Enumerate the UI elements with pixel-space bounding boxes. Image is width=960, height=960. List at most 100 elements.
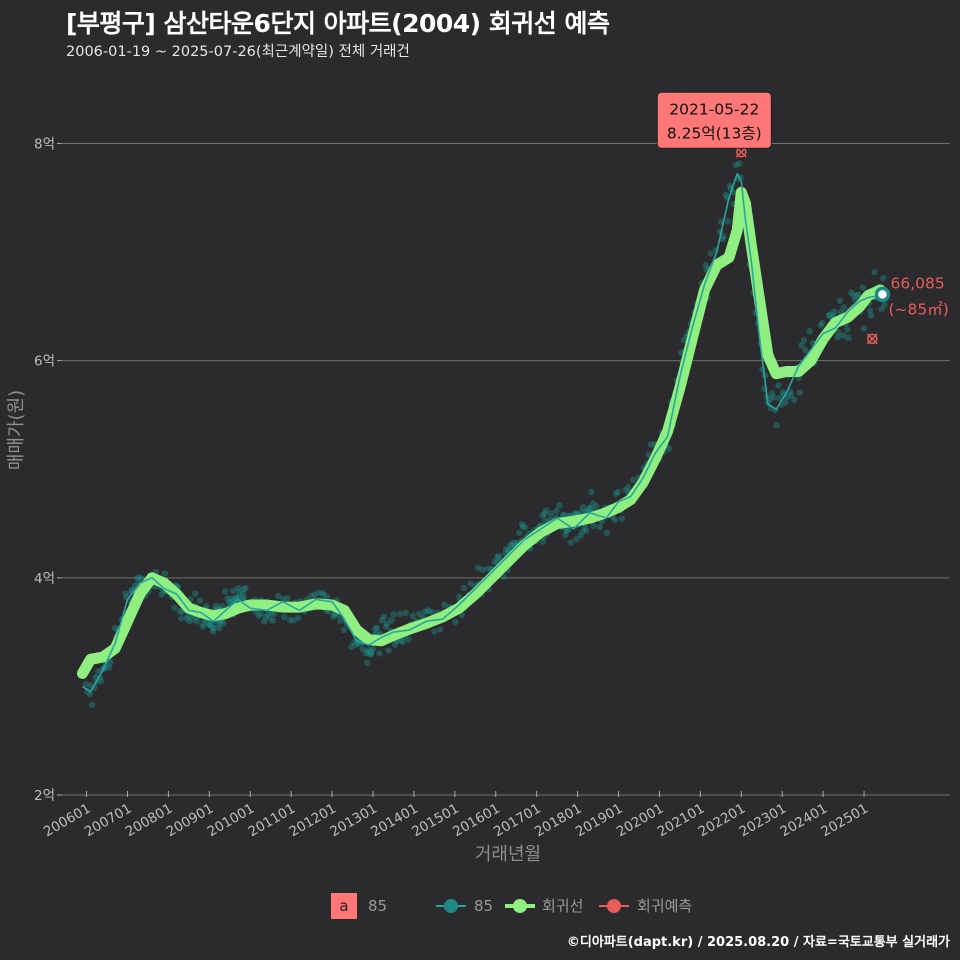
scatter-point [105, 664, 113, 671]
scatter-point [424, 607, 431, 614]
scatter-point [614, 488, 622, 496]
scatter-point [562, 531, 569, 539]
forecast-cross [735, 146, 747, 158]
price-line-85-layer [82, 173, 881, 693]
y-tick-label: 4억 [34, 571, 55, 587]
scatter-point [647, 441, 655, 448]
scatter-point [232, 594, 239, 601]
scatter-point [507, 542, 514, 549]
scatter-point [158, 591, 165, 598]
scatter-point [775, 382, 782, 389]
scatter-point [508, 540, 516, 548]
last-point-value: 66,085 [890, 274, 944, 292]
scatter-point [584, 506, 592, 513]
scatter-point [817, 322, 825, 329]
scatter-point [521, 524, 529, 531]
scatter-point [230, 587, 237, 595]
highlight-callout: 2021-05-22 8.25억(13층) [656, 91, 772, 149]
scatter-point [371, 625, 379, 633]
scatter-point [405, 636, 412, 643]
scatter-point [365, 646, 373, 654]
scatter-point [770, 394, 777, 401]
scatter-point [467, 580, 474, 587]
scatter-point [588, 488, 595, 496]
scatter-point [495, 553, 503, 560]
scatter-point [281, 613, 288, 621]
scatter-point [796, 389, 803, 396]
scatter-point [399, 638, 406, 646]
scatter-point [270, 610, 278, 618]
scatter-point [767, 395, 774, 403]
scatter-point [539, 538, 547, 545]
scatter-point [340, 626, 348, 634]
legend-box-letter: a [339, 897, 348, 915]
scatter-point [82, 680, 90, 688]
scatter-point [261, 618, 268, 625]
scatter-point [186, 617, 193, 625]
scatter-point [573, 536, 580, 543]
scatter-point [107, 659, 114, 666]
scatter-point [834, 334, 841, 341]
last-point-marker [874, 286, 891, 303]
scatter-point [402, 609, 410, 617]
scatter-point [415, 610, 423, 618]
scatter-point [366, 651, 374, 658]
scatter-point [474, 564, 482, 571]
scatter-point [216, 624, 223, 632]
scatter-point [868, 312, 875, 319]
x-axis-ticks: 2006012007012008012009012010012011012012… [41, 791, 871, 840]
scatter-point [612, 490, 620, 498]
scatter-point [207, 621, 215, 628]
scatter-point [385, 647, 392, 654]
scatter-point [844, 326, 851, 333]
scatter-point [611, 516, 619, 524]
scatter-point [836, 297, 844, 304]
scatter-point [818, 319, 826, 327]
chart-subtitle: 2006-01-19 ~ 2025-07-26(최근계약일) 전체 거래건 [66, 44, 410, 60]
scatter-point [855, 291, 862, 298]
regression-line-layer [77, 186, 886, 679]
scatter-point [240, 594, 247, 601]
scatter-point [206, 622, 213, 629]
scatter-point [593, 502, 600, 510]
scatter-point [782, 398, 789, 406]
scatter-point [262, 613, 269, 621]
scatter-point [308, 592, 315, 600]
scatter-point [311, 591, 318, 598]
scatter-point [510, 539, 518, 547]
scatter-point [436, 626, 444, 633]
scatter-point [364, 648, 372, 655]
scatter-point [665, 445, 673, 452]
scatter-point [578, 508, 586, 515]
scatter-point [257, 610, 264, 617]
scatter-point [831, 308, 838, 315]
scatter-point [239, 590, 247, 597]
legend: a 85 85 회귀선 회귀예측 [331, 893, 692, 919]
scatter-point [376, 650, 383, 657]
scatter-point [330, 613, 337, 620]
scatter-point [255, 612, 262, 619]
scatter-point [279, 595, 287, 603]
scatter-point [725, 218, 732, 225]
scatter-point [567, 539, 574, 546]
scatter-point [194, 618, 201, 625]
scatter-point [84, 687, 91, 695]
scatter-point [768, 390, 776, 397]
scatter-point [564, 526, 571, 534]
scatter-point [802, 346, 809, 354]
scatter-point [111, 624, 119, 632]
scatter-point [518, 521, 526, 528]
scatter-point [630, 476, 637, 484]
highlight-value: 8.25억(13층) [667, 124, 762, 142]
scatter-point [209, 628, 217, 635]
scatter-point [839, 332, 847, 339]
highlight-date: 2021-05-22 [669, 100, 759, 118]
x-axis-title: 거래년월 [475, 844, 541, 865]
scatter-point [315, 589, 322, 597]
scatter-point [556, 501, 563, 509]
scatter-point [88, 701, 96, 709]
scatter-point [452, 618, 459, 626]
scatter-point [378, 616, 386, 624]
scatter-point [618, 515, 626, 522]
